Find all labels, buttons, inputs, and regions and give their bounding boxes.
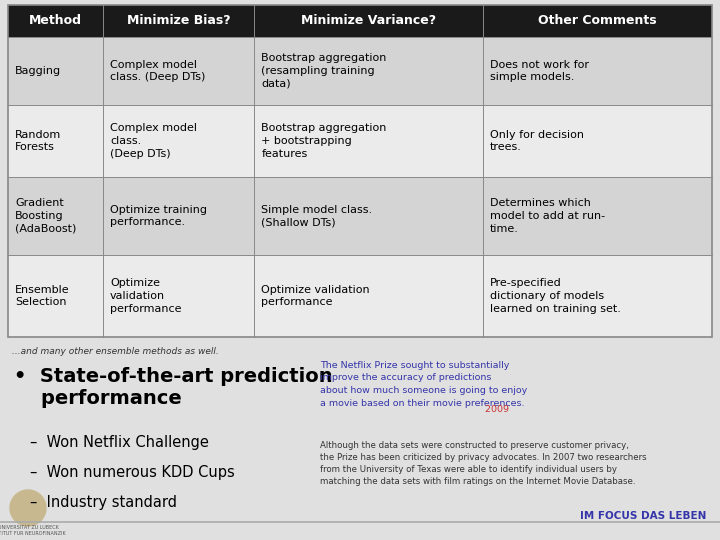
Text: –  Industry standard: – Industry standard — [30, 495, 177, 510]
Text: Method: Method — [29, 15, 82, 28]
Bar — [8, 5, 712, 37]
Text: Minimize Variance?: Minimize Variance? — [301, 15, 436, 28]
Bar — [8, 177, 712, 255]
Text: Only for decision
trees.: Only for decision trees. — [490, 130, 584, 152]
Text: Although the data sets were constructed to preserve customer privacy,
the Prize : Although the data sets were constructed … — [320, 441, 647, 487]
Text: IM FOCUS DAS LEBEN: IM FOCUS DAS LEBEN — [580, 511, 706, 521]
Bar — [8, 255, 712, 337]
Text: •  State-of-the-art prediction
    performance: • State-of-the-art prediction performanc… — [14, 367, 333, 408]
Text: UNIVERSITAT ZU LUBECK
INSTITUT FUR NEUROFINANZIK: UNIVERSITAT ZU LUBECK INSTITUT FUR NEURO… — [0, 525, 66, 536]
Text: Optimize validation
performance: Optimize validation performance — [261, 285, 370, 307]
Text: ...and many other ensemble methods as well.: ...and many other ensemble methods as we… — [12, 347, 219, 356]
Text: Gradient
Boosting
(AdaBoost): Gradient Boosting (AdaBoost) — [15, 198, 76, 234]
Text: Does not work for
simple models.: Does not work for simple models. — [490, 59, 589, 83]
Text: –  Won Netflix Challenge: – Won Netflix Challenge — [30, 435, 209, 450]
Text: –  Won numerous KDD Cups: – Won numerous KDD Cups — [30, 465, 235, 480]
Text: Optimize training
performance.: Optimize training performance. — [110, 205, 207, 227]
Text: Bagging: Bagging — [15, 66, 61, 76]
Text: Random
Forests: Random Forests — [15, 130, 61, 152]
Text: Complex model
class.
(Deep DTs): Complex model class. (Deep DTs) — [110, 123, 197, 159]
Text: Complex model
class. (Deep DTs): Complex model class. (Deep DTs) — [110, 59, 205, 83]
Bar — [8, 105, 712, 177]
Text: Determines which
model to add at run-
time.: Determines which model to add at run- ti… — [490, 198, 606, 234]
Text: Bootstrap aggregation
(resampling training
data): Bootstrap aggregation (resampling traini… — [261, 53, 387, 89]
Bar — [8, 37, 712, 105]
Text: The Netflix Prize sought to substantially
improve the accuracy of predictions
ab: The Netflix Prize sought to substantiall… — [320, 361, 527, 408]
Text: 2009: 2009 — [482, 404, 509, 414]
Text: Pre-specified
dictionary of models
learned on training set.: Pre-specified dictionary of models learn… — [490, 278, 621, 314]
Text: Other Comments: Other Comments — [539, 15, 657, 28]
Text: Simple model class.
(Shallow DTs): Simple model class. (Shallow DTs) — [261, 205, 372, 227]
Circle shape — [10, 490, 46, 526]
Text: Minimize Bias?: Minimize Bias? — [127, 15, 230, 28]
Bar — [8, 5, 712, 337]
Text: Bootstrap aggregation
+ bootstrapping
features: Bootstrap aggregation + bootstrapping fe… — [261, 123, 387, 159]
Text: Optimize
validation
performance: Optimize validation performance — [110, 278, 181, 314]
Text: Ensemble
Selection: Ensemble Selection — [15, 285, 70, 307]
